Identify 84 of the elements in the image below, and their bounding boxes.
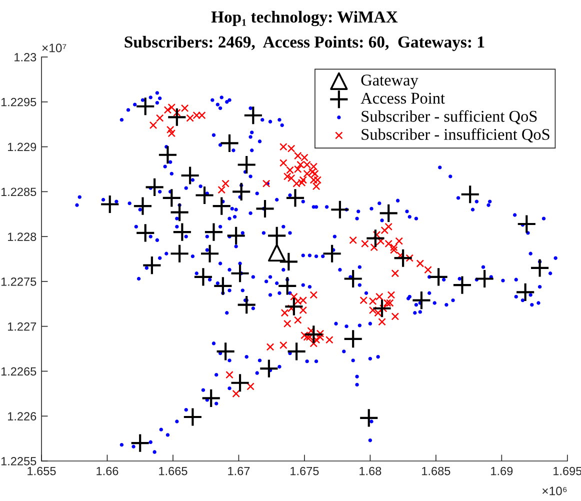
point (162, 188, 182, 208)
point (182, 407, 203, 427)
point (100, 194, 120, 214)
point (232, 182, 252, 202)
point (428, 267, 448, 287)
point (322, 244, 342, 264)
point (285, 188, 306, 208)
point (460, 184, 480, 204)
point (142, 255, 162, 276)
legend-label: Subscriber - sufficient QoS (362, 110, 537, 124)
legend-label: Subscriber - insufficient QoS (362, 128, 550, 142)
legend-label: Gateway (361, 74, 418, 89)
point (378, 203, 398, 224)
point (359, 408, 379, 428)
point (213, 276, 233, 296)
x-tick-label: 1.66 (96, 466, 118, 476)
y-tick-label: 1.228 (8, 232, 36, 241)
point (158, 145, 178, 165)
point (216, 342, 236, 362)
point (201, 388, 221, 408)
point (372, 298, 392, 318)
point (167, 107, 187, 127)
point (130, 433, 150, 453)
point (212, 196, 232, 216)
point (230, 264, 250, 284)
point (132, 196, 153, 216)
point (268, 244, 286, 262)
point (516, 214, 536, 234)
y-tick-label: 1.229 (8, 142, 36, 152)
x-tick-label: 1.68 (360, 466, 382, 476)
y-tick-label: 1.2285 (1, 188, 36, 196)
point (286, 342, 306, 362)
y-tick-label: 1.2275 (1, 277, 36, 286)
x-tick-label: 1.69 (491, 466, 513, 476)
point (226, 226, 246, 246)
y-tick-label: 1.2295 (1, 98, 36, 106)
point (278, 252, 299, 272)
text: ×10⁷ (42, 44, 66, 52)
point (220, 133, 240, 154)
point (255, 198, 275, 219)
x-tick-label: 1.665 (159, 466, 188, 476)
point (452, 275, 472, 295)
point (330, 200, 350, 220)
point (243, 106, 264, 126)
point (200, 244, 220, 264)
point (172, 222, 192, 242)
point (170, 202, 190, 222)
point (412, 290, 432, 310)
point (180, 166, 200, 186)
x-tick-label: 1.685 (422, 466, 450, 476)
point (343, 268, 363, 289)
point (230, 373, 250, 393)
point (343, 329, 363, 349)
point (236, 154, 256, 175)
point (170, 244, 190, 264)
point (193, 267, 214, 287)
x-tick-label: 1.675 (290, 466, 319, 476)
chart-subtitle: Subscribers: 2469, Access Points: 60, Gateways: 1 (124, 36, 484, 52)
legend-label: Access Point (360, 92, 445, 104)
point (204, 222, 224, 242)
point (144, 177, 164, 198)
point (194, 185, 214, 206)
y-tick-label: 1.226 (8, 412, 36, 421)
point (474, 268, 494, 289)
point (278, 276, 298, 296)
point (304, 324, 324, 344)
chart-title: Hop₁ technology: WiMAX (211, 10, 398, 26)
x-tick-label: 1.655 (28, 466, 56, 476)
point (516, 282, 536, 302)
y-tick-label: 1.227 (8, 322, 36, 331)
y-tick-label: 1.2265 (1, 367, 36, 376)
point (530, 258, 550, 278)
point (136, 96, 156, 116)
point (267, 226, 287, 246)
point (366, 228, 386, 248)
point (393, 248, 413, 268)
text: ×10⁶ (542, 486, 567, 496)
x-tick-label: 1.67 (228, 466, 250, 476)
point (259, 358, 279, 378)
y-tick-label: 1.23 (14, 53, 36, 62)
point (284, 296, 304, 316)
y-tick-label: 1.2255 (1, 457, 36, 466)
point (236, 294, 256, 315)
point (136, 223, 156, 243)
